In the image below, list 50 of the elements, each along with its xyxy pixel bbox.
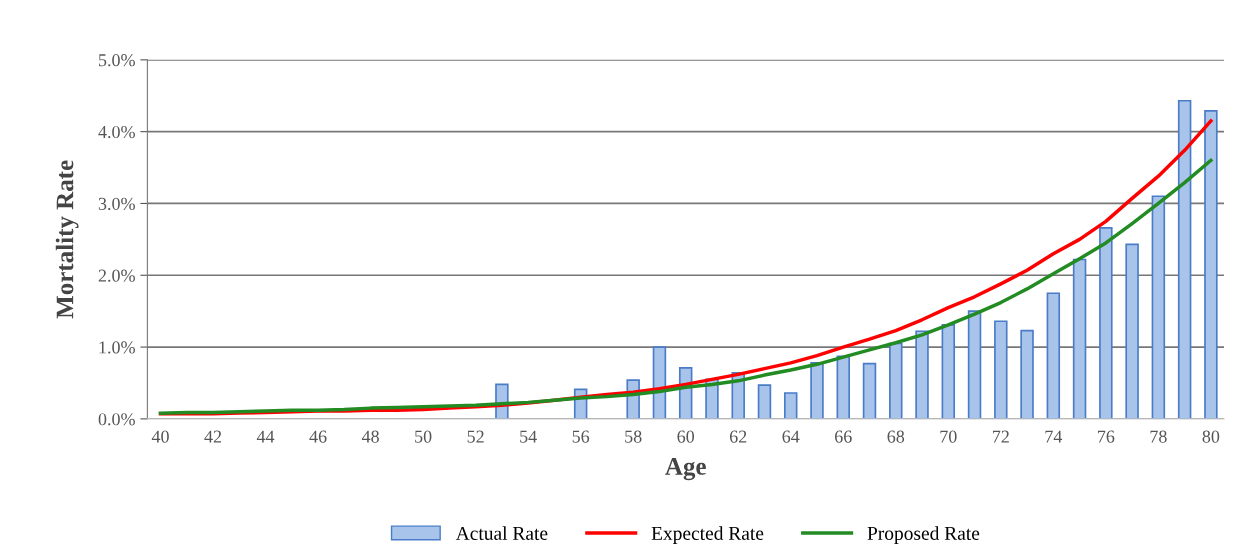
bar	[1020, 329, 1034, 419]
bar	[1099, 227, 1113, 419]
y-tick-label: 4.0%	[98, 125, 135, 139]
y-tick-label: 3.0%	[98, 197, 135, 210]
x-tick-label: 76	[1098, 430, 1115, 443]
y-tick-label: 2.0%	[98, 269, 135, 282]
bar	[810, 362, 824, 419]
y-tick-label: 0.0%	[98, 413, 135, 426]
x-tick-label: 50	[415, 430, 432, 443]
bar	[967, 310, 982, 419]
y-axis-title: Mortality Rate	[55, 160, 79, 319]
x-tick-label: 62	[729, 430, 747, 443]
bar	[1177, 99, 1192, 419]
bar	[1204, 109, 1218, 419]
x-tick-label: 80	[1202, 430, 1220, 443]
x-tick-label: 64	[782, 430, 800, 443]
legend-label: Actual Rate	[455, 526, 548, 540]
x-tick-label: 40	[151, 430, 169, 443]
x-axis-title: Age	[665, 458, 706, 481]
bar	[1072, 258, 1087, 419]
bar	[836, 355, 851, 419]
x-tick-label: 48	[361, 430, 379, 443]
x-tick-label: 52	[467, 430, 484, 443]
x-tick-label: 68	[887, 430, 905, 443]
bar	[783, 392, 798, 419]
x-tick-label: 42	[204, 430, 222, 443]
x-tick-label: 60	[677, 430, 695, 443]
bar	[1125, 243, 1139, 419]
bar	[1151, 195, 1166, 419]
bar	[915, 330, 929, 419]
x-tick-label: 56	[572, 430, 590, 443]
y-tick-label: 5.0%	[99, 54, 135, 67]
y-tick-label: 1.0%	[99, 341, 135, 354]
x-tick-label: 70	[940, 430, 957, 443]
bar	[862, 362, 877, 419]
bar	[757, 384, 772, 419]
x-tick-label: 58	[625, 430, 642, 443]
bar	[889, 342, 903, 419]
x-tick-label: 66	[835, 430, 852, 443]
bar	[1046, 292, 1061, 419]
bar	[941, 323, 956, 419]
x-tick-label: 74	[1045, 430, 1063, 443]
x-tick-label: 44	[256, 430, 275, 443]
legend-label: Expected Rate	[651, 526, 764, 544]
x-tick-label: 72	[992, 430, 1009, 443]
x-tick-label: 46	[309, 430, 327, 443]
legend-label: Proposed Rate	[867, 526, 980, 544]
x-tick-label: 78	[1150, 430, 1167, 443]
bar	[994, 320, 1008, 419]
x-tick-label: 54	[520, 430, 537, 443]
